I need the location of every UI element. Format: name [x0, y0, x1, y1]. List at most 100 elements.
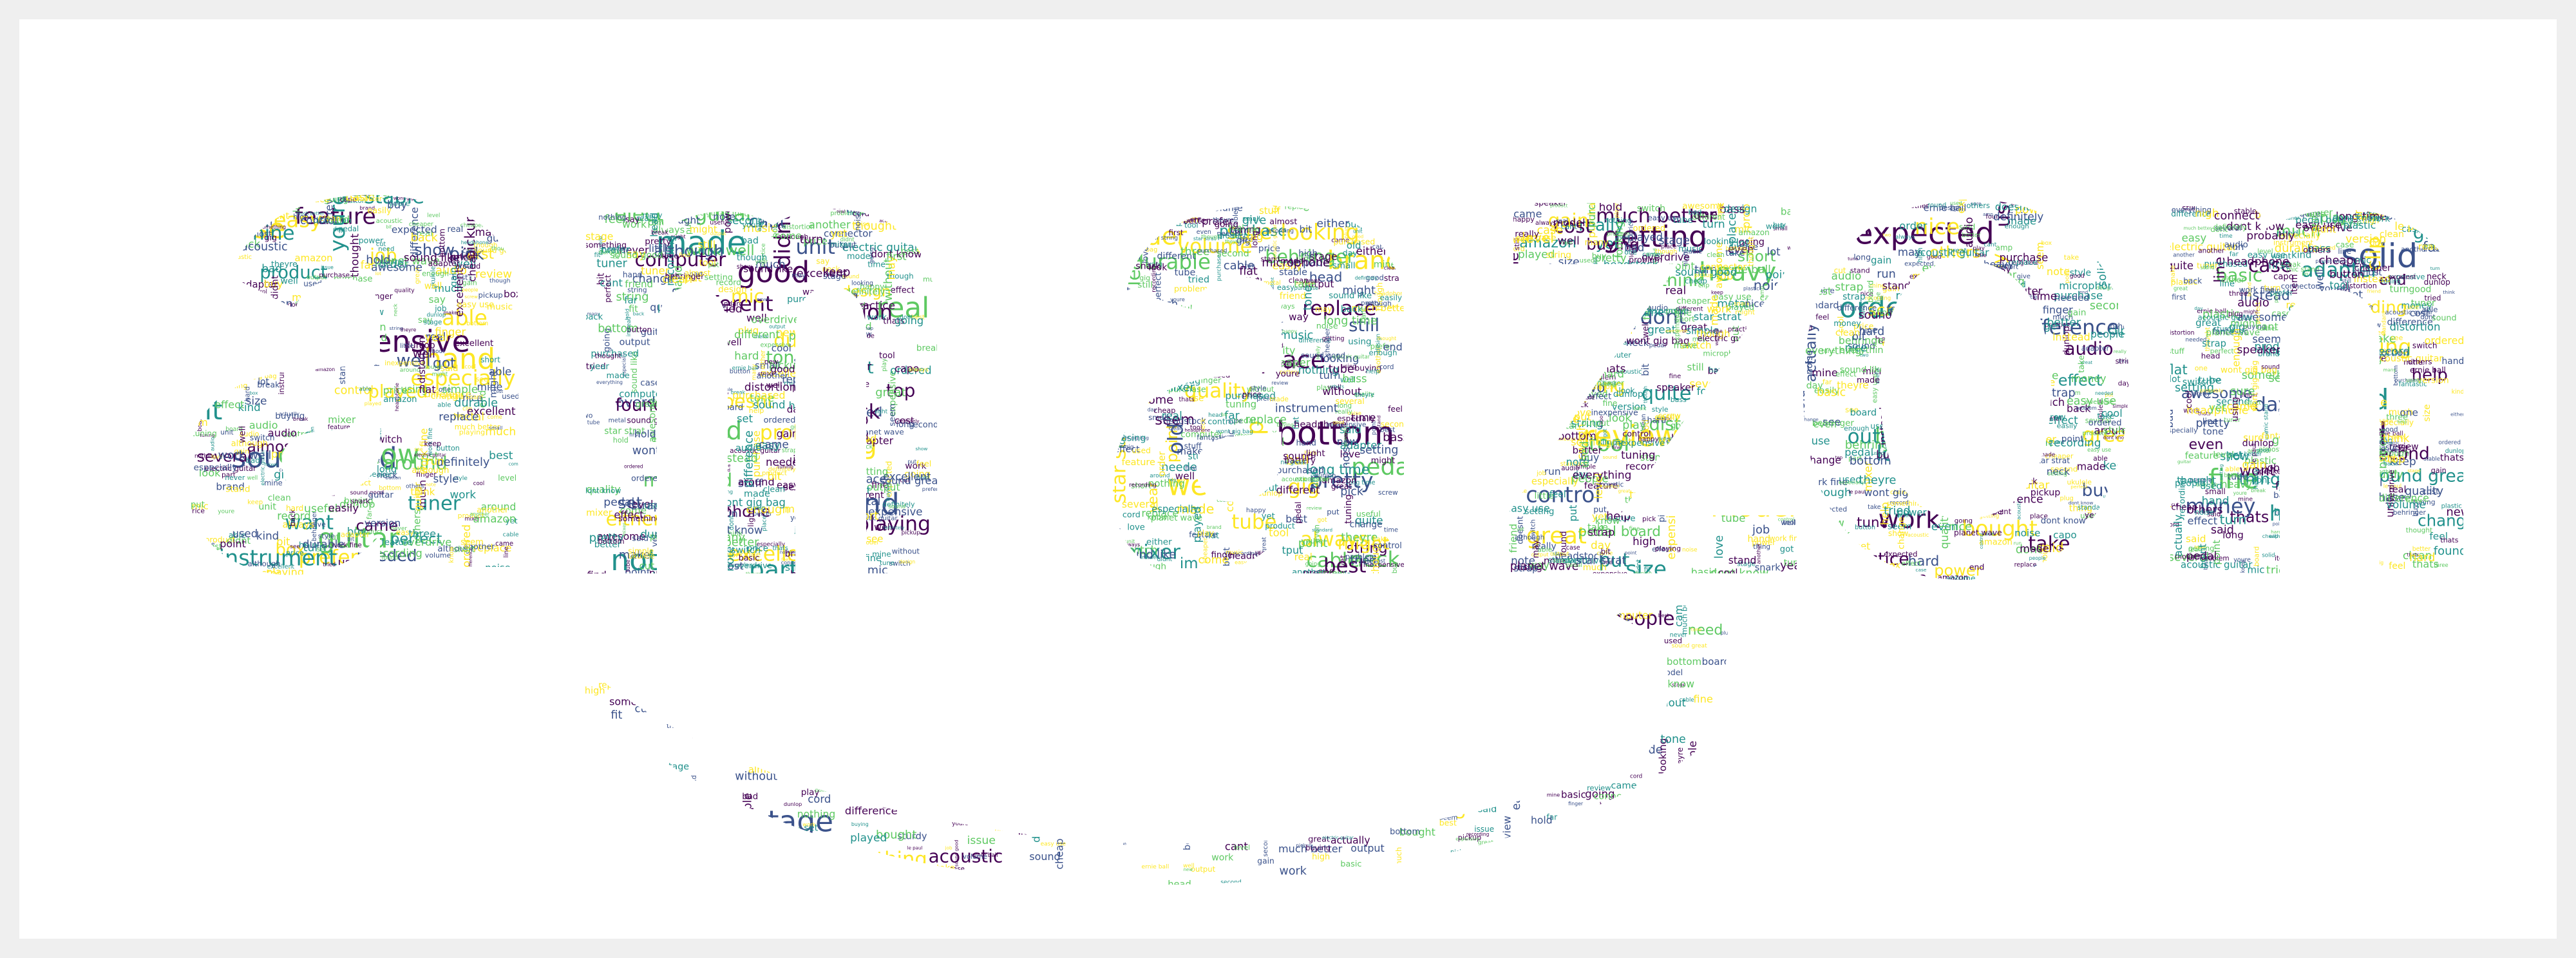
cloud-word: record: [2300, 384, 2389, 416]
cloud-word: come: [2382, 201, 2401, 209]
cloud-word: distortion: [782, 223, 815, 231]
cloud-word: much better: [1688, 465, 1698, 515]
cloud-word: cable: [1798, 201, 1804, 214]
cloud-word: sturdy: [316, 305, 341, 314]
cloud-word: another: [470, 511, 490, 517]
cloud-word: sound good: [278, 174, 309, 180]
cloud-word: turn: [694, 639, 716, 652]
cloud-word: capo: [1561, 240, 1573, 245]
cloud-word: issue: [967, 834, 996, 847]
cloud-word: cant: [918, 226, 934, 235]
cloud-word: fit: [594, 252, 601, 259]
cloud-word: buy: [1592, 252, 1607, 261]
cloud-word: stable: [1279, 267, 1307, 278]
cloud-word: tube: [1721, 512, 1746, 524]
cloud-word: yet: [830, 227, 848, 240]
cloud-word: im: [1164, 720, 1171, 727]
cloud-word: work: [1159, 326, 1180, 336]
cloud-word: though: [1773, 401, 1793, 408]
cloud-word: point: [1163, 423, 1181, 463]
cloud-word: still: [1147, 202, 1158, 209]
cloud-word: youre: [2233, 557, 2251, 564]
cloud-word: clip: [1030, 751, 1043, 759]
cloud-word: another: [1580, 868, 1638, 885]
cloud-word: quality: [394, 287, 415, 294]
cloud-word: stand: [2301, 417, 2387, 452]
cloud-word: better: [820, 369, 850, 379]
cloud-word: put: [1593, 504, 1607, 514]
cloud-word: music: [2356, 202, 2373, 209]
cloud-word: purchase: [1219, 223, 1287, 240]
cloud-word: pretty: [2193, 391, 2210, 398]
cloud-word: acoustic guitar: [257, 312, 317, 322]
cloud-word: stuff: [970, 633, 988, 642]
cloud-word: pedal: [620, 635, 644, 645]
cloud-word: cut: [2286, 359, 2308, 376]
cloud-word: great: [1764, 506, 1777, 512]
cloud-word: something: [618, 513, 661, 523]
cloud-word: top: [2387, 453, 2405, 466]
cloud-word: quite: [1752, 337, 1781, 350]
cloud-word: setting: [1544, 341, 1564, 347]
cloud-word: hold: [1698, 480, 1710, 486]
cloud-word: item: [857, 714, 903, 738]
cloud-word: review: [1271, 380, 1289, 386]
cloud-word: dont: [1640, 306, 1687, 329]
cloud-word: computer: [1906, 451, 1948, 461]
cloud-word: bass: [1781, 206, 1803, 218]
cloud-word: purchase: [2000, 252, 2049, 264]
cloud-word: solid: [2262, 553, 2275, 559]
cloud-word: put: [1633, 658, 1642, 664]
cloud-word: heavy: [1109, 667, 1119, 693]
cloud-word: several: [1929, 340, 1951, 347]
cloud-word: came: [1601, 382, 1615, 388]
cloud-word: different: [734, 328, 780, 341]
cloud-word: buy: [2299, 462, 2313, 470]
cloud-word: clip: [1698, 282, 1709, 289]
cloud-word: better: [799, 382, 829, 394]
cloud-word: switch: [1442, 858, 1478, 871]
cloud-word: capo: [2053, 530, 2077, 541]
cloud-word: work well: [686, 242, 755, 259]
cloud-word: item: [2289, 274, 2300, 294]
cloud-word: noise: [2014, 528, 2040, 539]
cloud-word: feel: [822, 561, 843, 575]
cloud-word: wont gig bag: [1455, 732, 1522, 744]
cloud-word: computer: [1596, 351, 1631, 359]
cloud-word: flat: [851, 365, 867, 375]
cloud-word: useful: [305, 485, 324, 492]
cloud-word: stage: [663, 762, 689, 772]
cloud-word: turn: [2390, 284, 2409, 295]
cloud-word: hard: [1746, 452, 1758, 458]
cloud-word: great: [682, 513, 704, 522]
cloud-word: mic stand: [2264, 404, 2270, 432]
cloud-word: back: [2343, 436, 2371, 449]
cloud-word: noise: [2195, 508, 2214, 517]
cloud-word: brand: [1720, 504, 1745, 514]
cloud-word: design: [1522, 280, 1529, 299]
cloud-word: set: [1501, 493, 1515, 505]
cloud-word: setting: [715, 731, 735, 737]
cloud-word: buying: [886, 482, 892, 501]
cloud-word: mine: [477, 381, 503, 393]
cloud-word: standard: [1939, 303, 1987, 316]
cloud-word: come: [2093, 566, 2112, 574]
cloud-word: long time: [1323, 315, 1377, 328]
cloud-word: dunlop: [2242, 439, 2274, 449]
cloud-word: best: [1589, 307, 1600, 328]
cloud-word: didnt: [802, 664, 824, 674]
cloud-word: amazon: [316, 367, 336, 372]
cloud-word: hand: [1599, 743, 1611, 749]
cloud-word: come: [1175, 206, 1193, 213]
cloud-word: came: [495, 541, 513, 548]
cloud-word: put: [1327, 507, 1340, 516]
cloud-word: thought: [809, 359, 874, 378]
cloud-word: played: [368, 381, 428, 402]
cloud-word: say: [829, 413, 844, 423]
cloud-word: sound: [1283, 450, 1313, 462]
cloud-word: note: [1242, 473, 1264, 484]
cloud-word: put: [191, 501, 205, 510]
cloud-word: still: [407, 189, 422, 199]
cloud-word: well: [900, 206, 913, 214]
cloud-word: work: [214, 388, 226, 394]
